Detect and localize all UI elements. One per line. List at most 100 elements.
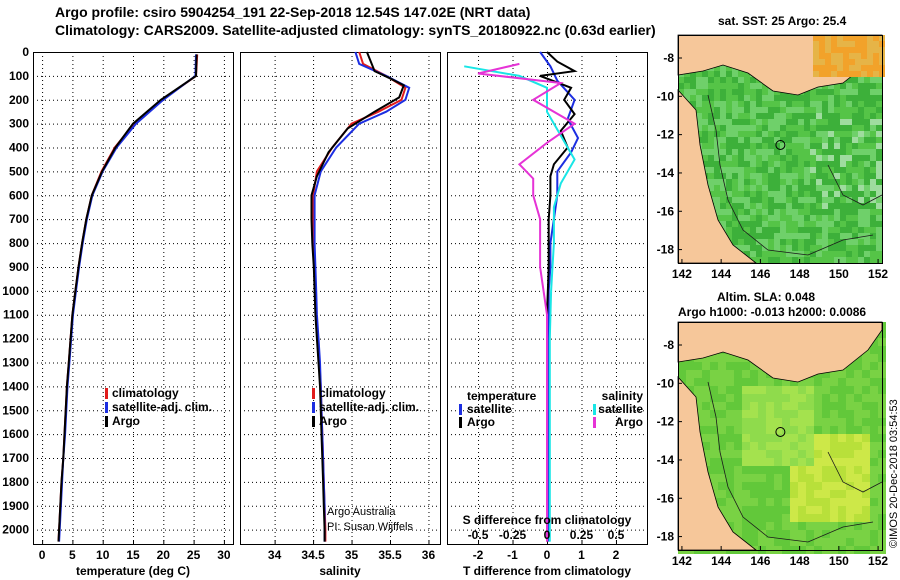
sea-cell xyxy=(734,522,742,530)
sea-cell xyxy=(774,378,782,386)
sea-cell xyxy=(732,221,738,227)
x-tick-label: 35 xyxy=(345,548,359,562)
sea-cell xyxy=(766,434,774,442)
sea-cell xyxy=(858,77,864,83)
sea-cell xyxy=(834,209,840,215)
sea-cell xyxy=(846,155,852,161)
map-y-tick-label: -12 xyxy=(657,415,675,429)
map-y-tick-label: -8 xyxy=(663,338,674,352)
x-tick-label: 0 xyxy=(544,548,551,562)
sea-cell xyxy=(806,474,814,482)
sea-cell xyxy=(858,233,864,239)
sea-cell xyxy=(830,418,838,426)
sea-cell xyxy=(762,173,768,179)
sea-cell xyxy=(830,490,838,498)
sea-cell xyxy=(822,498,830,506)
sea-cell xyxy=(744,161,750,167)
sea-cell xyxy=(726,185,732,191)
sea-cell xyxy=(846,362,854,370)
sea-cell xyxy=(798,490,806,498)
sea-cell xyxy=(810,101,816,107)
sea-cell xyxy=(762,113,768,119)
sea-cell xyxy=(766,458,774,466)
sea-cell xyxy=(696,77,702,83)
sea-cell xyxy=(726,197,732,203)
sea-cell xyxy=(774,173,780,179)
sea-cell xyxy=(738,143,744,149)
sea-cell xyxy=(690,77,696,83)
sea-cell xyxy=(822,386,830,394)
map-x-tick-label: 152 xyxy=(868,554,888,568)
sst-warm-cell xyxy=(837,71,843,77)
sea-cell xyxy=(774,450,782,458)
sea-cell xyxy=(758,370,766,378)
sea-cell xyxy=(792,167,798,173)
sea-cell xyxy=(742,410,750,418)
sea-cell xyxy=(846,530,854,538)
map-y-tick-label: -10 xyxy=(657,89,675,103)
sea-cell xyxy=(858,95,864,101)
sst-warm-cell xyxy=(825,53,831,59)
sea-cell xyxy=(876,167,882,173)
sea-cell xyxy=(854,426,862,434)
sea-cell xyxy=(858,251,864,257)
sea-cell xyxy=(846,233,852,239)
sea-cell xyxy=(852,227,858,233)
sea-cell xyxy=(766,410,774,418)
sea-cell xyxy=(774,498,782,506)
sea-cell xyxy=(870,418,878,426)
sea-cell xyxy=(870,386,878,394)
sea-cell xyxy=(810,107,816,113)
sea-cell xyxy=(744,137,750,143)
sea-cell xyxy=(714,179,720,185)
sea-cell xyxy=(708,83,714,89)
legend-label: Argo xyxy=(615,415,643,429)
sea-cell xyxy=(758,522,766,530)
top-tick-label: -0.25 xyxy=(499,528,527,542)
sea-cell xyxy=(870,101,876,107)
sea-cell xyxy=(774,167,780,173)
sea-cell xyxy=(756,179,762,185)
sea-cell xyxy=(846,474,854,482)
sea-cell xyxy=(804,113,810,119)
sst-warm-cell xyxy=(843,65,849,71)
sea-cell xyxy=(756,131,762,137)
sea-cell xyxy=(694,378,702,386)
sea-cell xyxy=(726,506,734,514)
sea-cell xyxy=(864,245,870,251)
sea-cell xyxy=(786,233,792,239)
sea-cell xyxy=(804,155,810,161)
sea-cell xyxy=(846,179,852,185)
sea-cell xyxy=(766,474,774,482)
sea-cell xyxy=(758,394,766,402)
sea-cell xyxy=(834,173,840,179)
sea-cell xyxy=(840,119,846,125)
sea-cell xyxy=(830,426,838,434)
sea-cell xyxy=(838,498,846,506)
sea-cell xyxy=(780,209,786,215)
sea-cell xyxy=(756,251,762,257)
sea-cell xyxy=(768,185,774,191)
sst-warm-cell xyxy=(849,41,855,47)
sea-cell xyxy=(714,65,720,71)
sea-cell xyxy=(864,239,870,245)
sst-warm-cell xyxy=(849,47,855,53)
sea-cell xyxy=(854,538,862,546)
sea-cell xyxy=(838,522,846,530)
sea-cell xyxy=(804,185,810,191)
sea-cell xyxy=(834,227,840,233)
sea-cell xyxy=(774,458,782,466)
legend-label: climatology xyxy=(112,386,179,400)
sea-cell xyxy=(766,466,774,474)
sea-cell xyxy=(846,490,854,498)
x-tick-label: 35.5 xyxy=(378,548,402,562)
sea-cell xyxy=(726,450,734,458)
sea-cell xyxy=(822,482,830,490)
legend-swatch xyxy=(312,416,315,427)
sst-warm-cell xyxy=(825,47,831,53)
sea-cell xyxy=(858,143,864,149)
sea-cell xyxy=(864,203,870,209)
sea-cell xyxy=(742,362,750,370)
sea-cell xyxy=(846,95,852,101)
sea-cell xyxy=(870,442,878,450)
